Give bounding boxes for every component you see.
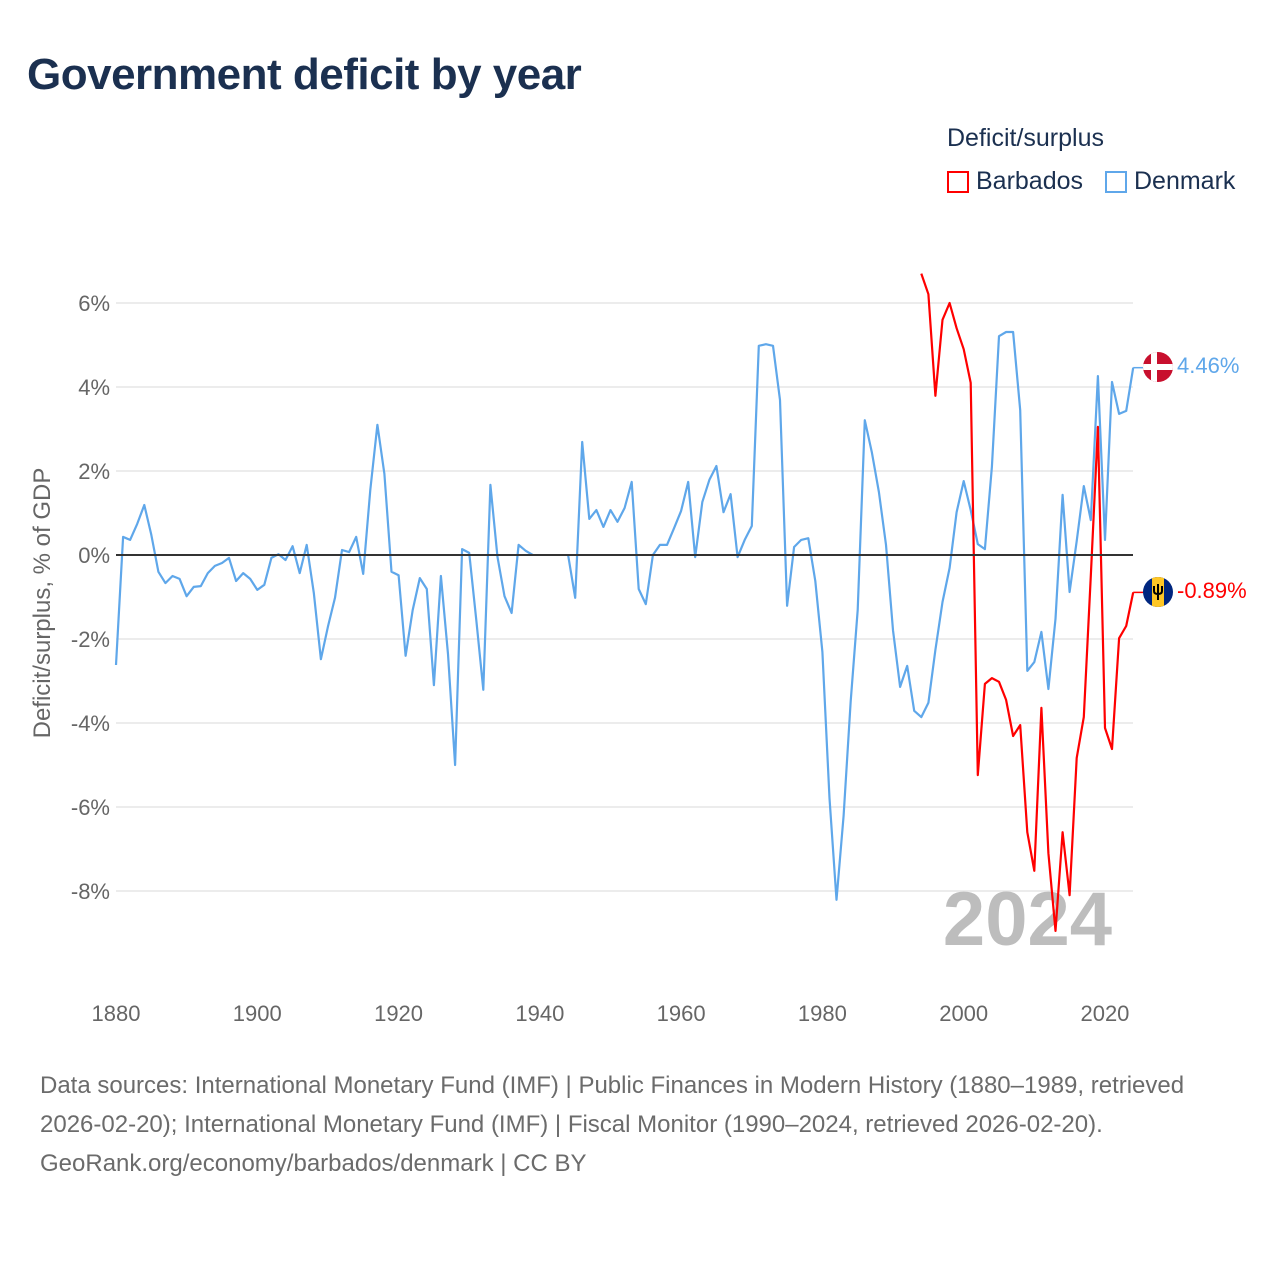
x-tick-label: 1920 (374, 1001, 423, 1026)
data-sources: Data sources: International Monetary Fun… (40, 1072, 1185, 1138)
legend-title: Deficit/surplus (947, 124, 1104, 152)
chart-title: Government deficit by year (27, 50, 582, 99)
legend-item-barbados[interactable]: Barbados (947, 167, 1083, 196)
legend-swatch-denmark (1105, 170, 1127, 193)
y-tick-label: 2% (78, 459, 110, 484)
barbados-end-label: -0.89% (1177, 578, 1247, 603)
y-tick-label: 4% (78, 375, 110, 400)
denmark-end-label: 4.46% (1177, 353, 1239, 378)
legend-label-denmark: Denmark (1134, 167, 1236, 195)
y-tick-label: 0% (78, 543, 110, 568)
y-tick-label: -2% (71, 627, 110, 652)
x-tick-label: 1980 (798, 1001, 847, 1026)
y-tick-label: -6% (71, 795, 110, 820)
year-watermark: 2024 (943, 877, 1112, 962)
series-line-barbados[interactable] (920, 273, 1135, 932)
legend-item-denmark[interactable]: Denmark (1105, 167, 1235, 196)
x-tick-label: 1900 (233, 1001, 282, 1026)
credit-link[interactable]: GeoRank.org/economy/barbados/denmark | C… (40, 1150, 587, 1177)
x-tick-label: 2000 (939, 1001, 988, 1026)
x-tick-label: 2020 (1080, 1001, 1129, 1026)
x-tick-label: 1940 (515, 1001, 564, 1026)
series-line-denmark[interactable] (114, 330, 1135, 901)
barbados-flag (1143, 577, 1173, 607)
legend-label-barbados: Barbados (976, 167, 1084, 195)
x-tick-label: 1880 (92, 1001, 141, 1026)
x-tick-label: 1960 (657, 1001, 706, 1026)
footer: Data sources: International Monetary Fun… (40, 1066, 1240, 1183)
y-axis-label: Deficit/surplus, % of GDP (29, 468, 56, 739)
y-tick-label: -4% (71, 711, 110, 736)
y-tick-label: 6% (78, 291, 110, 316)
legend-swatch-barbados (947, 170, 969, 193)
y-tick-label: -8% (71, 879, 110, 904)
denmark-flag (1143, 352, 1173, 382)
